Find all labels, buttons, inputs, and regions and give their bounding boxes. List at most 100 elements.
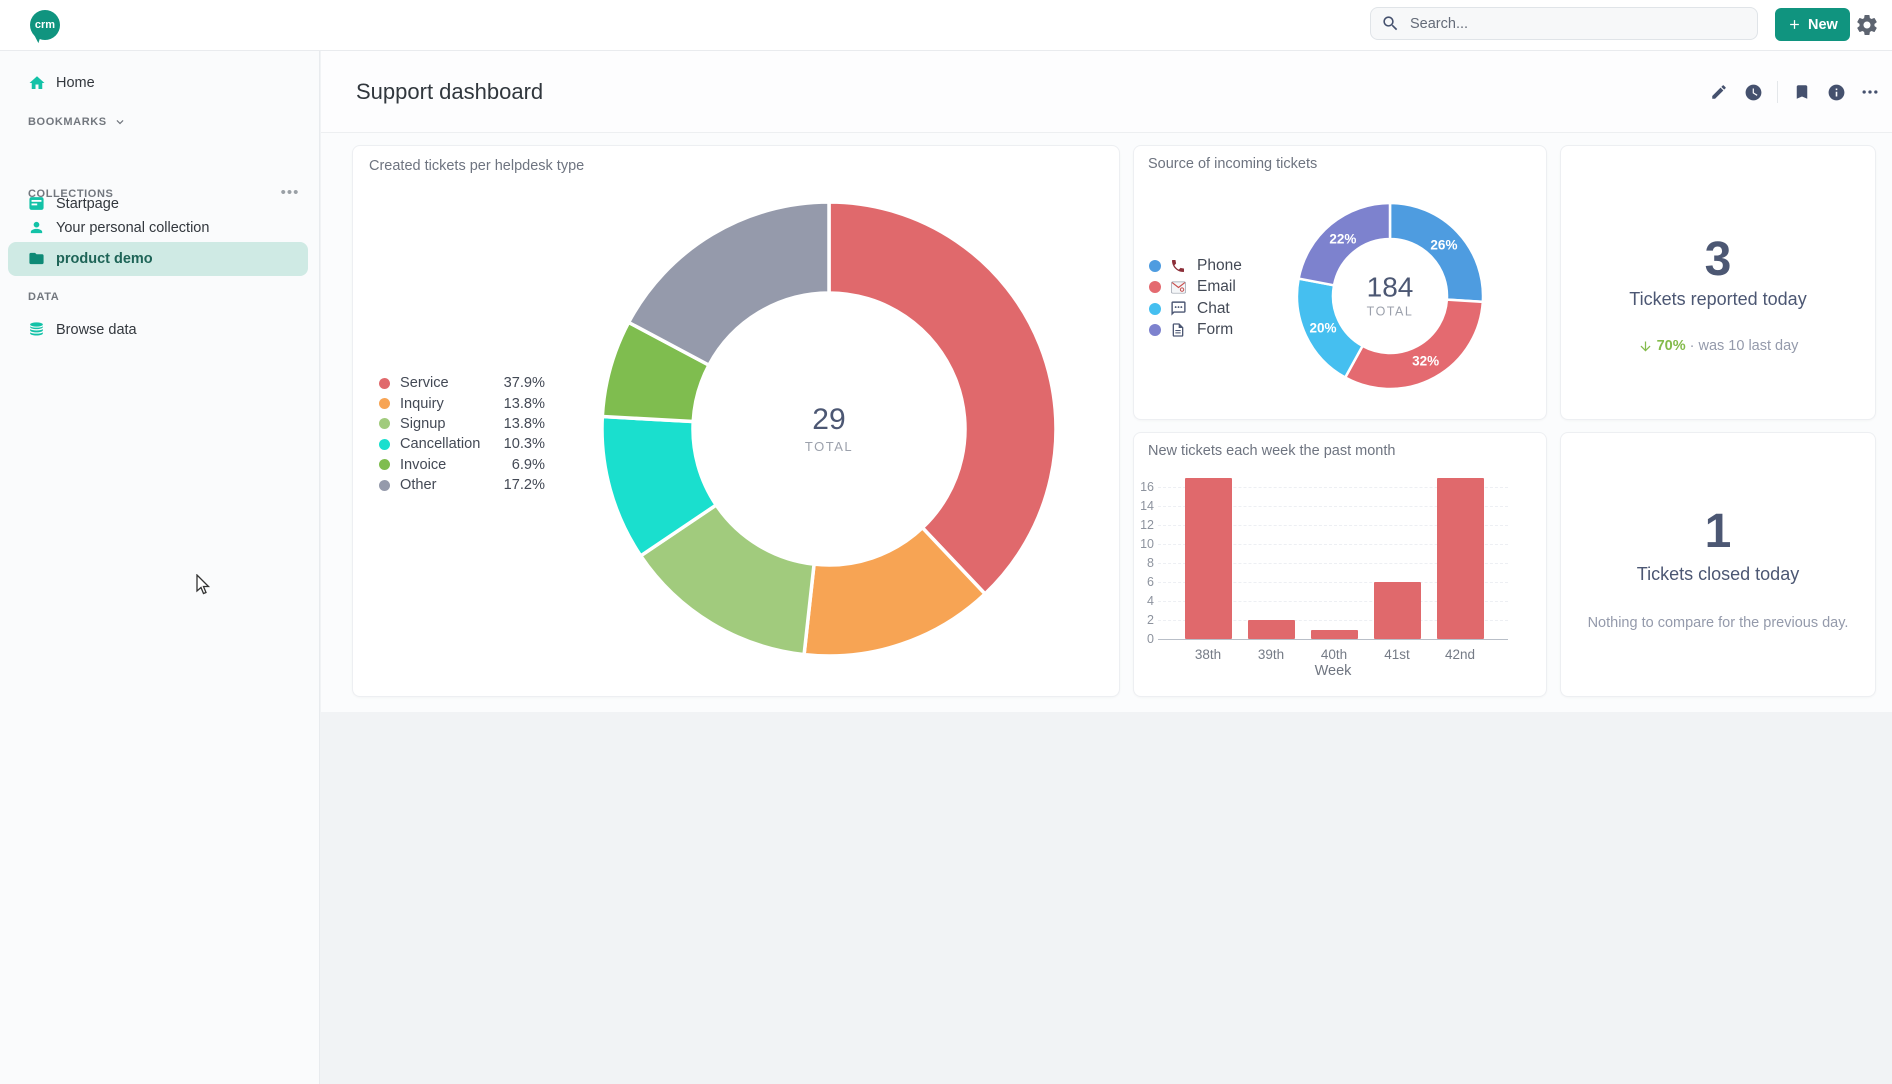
dashboard-actions	[1709, 51, 1880, 133]
card-tickets-closed-today[interactable]: 1 Tickets closed today Nothing to compar…	[1560, 432, 1876, 697]
reported-delta: 70% · was 10 last day	[1561, 338, 1875, 354]
legend-label: Invoice	[400, 456, 447, 473]
legend-value: 13.8%	[503, 395, 545, 412]
bookmark-button[interactable]	[1792, 82, 1812, 102]
sidebar-item-home[interactable]: Home	[8, 66, 308, 100]
card-tickets-reported-today[interactable]: 3 Tickets reported today 70% · was 10 la…	[1560, 145, 1876, 420]
helpdesk-legend: Service 37.9% Inquiry 13.8% Signup 13.8% Cance…	[379, 373, 545, 495]
y-axis-tick: 6	[1147, 575, 1154, 590]
gridline	[1158, 601, 1508, 603]
dashboard-header: Support dashboard	[321, 51, 1892, 133]
legend-item-service[interactable]: Service 37.9%	[379, 373, 545, 393]
sidebar-item-startpage[interactable]: Startpage	[8, 187, 308, 221]
legend-value: 37.9%	[503, 375, 545, 392]
app-logo[interactable]: crm	[30, 10, 60, 40]
legend-item-invoice[interactable]: Invoice 6.9%	[379, 455, 545, 475]
legend-label: Service	[400, 375, 449, 392]
section-title: DATA	[28, 291, 60, 303]
bar-38th[interactable]	[1184, 478, 1232, 639]
legend-dot	[1149, 281, 1161, 294]
total-label: TOTAL	[804, 439, 854, 454]
x-axis-tick: 40th	[1320, 647, 1348, 662]
x-axis-line	[1158, 639, 1508, 640]
y-axis-tick: 2	[1147, 613, 1154, 628]
chat-icon	[1170, 300, 1188, 317]
donut-segment-email[interactable]	[1343, 298, 1485, 391]
legend-item-cancellation[interactable]: Cancellation 10.3%	[379, 434, 545, 454]
edit-dashboard-button[interactable]	[1709, 82, 1729, 102]
donut-segment-service[interactable]	[827, 200, 1058, 597]
slice-percent-email: 32%	[1412, 353, 1440, 369]
legend-dot	[1149, 324, 1161, 337]
helpdesk-donut-chart	[600, 200, 1058, 658]
section-title: COLLECTIONS	[28, 188, 114, 200]
legend-item-inquiry[interactable]: Inquiry 13.8%	[379, 393, 545, 413]
total-label: TOTAL	[1366, 304, 1414, 319]
gear-icon	[1857, 15, 1877, 35]
donut-segment-other[interactable]	[626, 200, 831, 368]
form-icon	[1170, 322, 1188, 338]
bar-41st[interactable]	[1373, 582, 1421, 639]
slice-percent-chat: 20%	[1309, 320, 1337, 335]
x-axis-tick: 39th	[1257, 647, 1285, 662]
legend-dot	[379, 398, 390, 410]
more-options-button[interactable]	[1860, 82, 1880, 102]
pencil-icon	[1712, 85, 1726, 99]
sidebar-section-bookmarks[interactable]: BOOKMARKS	[28, 114, 127, 130]
sidebar-item-personal-collection[interactable]: Your personal collection	[8, 211, 308, 245]
legend-item-form[interactable]: Form	[1149, 320, 1242, 342]
bar-39th[interactable]	[1247, 620, 1295, 639]
legend-value: 10.3%	[503, 436, 545, 453]
gridline	[1158, 525, 1508, 527]
legend-item-signup[interactable]: Signup 13.8%	[379, 414, 545, 434]
card-title: Source of incoming tickets	[1148, 156, 1318, 172]
slice-percent-form: 22%	[1329, 231, 1357, 247]
phone-icon	[1170, 258, 1188, 274]
info-button[interactable]	[1826, 82, 1846, 102]
legend-value: 17.2%	[503, 477, 545, 494]
legend-dot	[1149, 259, 1161, 272]
legend-dot	[379, 438, 390, 450]
card-source-of-incoming-tickets[interactable]: Source of incoming tickets 184 TOTAL Pho…	[1133, 145, 1547, 420]
auto-refresh-button[interactable]	[1743, 82, 1763, 102]
legend-value: 13.8%	[503, 415, 545, 432]
card-created-tickets-per-helpdesk-type[interactable]: Created tickets per helpdesk type 29 TOT…	[352, 145, 1120, 697]
card-title: Created tickets per helpdesk type	[369, 158, 585, 174]
sidebar-item-browse-data[interactable]: Browse data	[8, 313, 308, 347]
y-axis-tick: 14	[1140, 499, 1154, 514]
legend-item-email[interactable]: Email	[1149, 277, 1242, 299]
legend-dot	[379, 479, 390, 491]
arrow-down-icon	[1640, 341, 1651, 351]
legend-dot	[1149, 302, 1161, 315]
search-input[interactable]	[1410, 15, 1747, 32]
donut-segment-form[interactable]	[1297, 201, 1392, 287]
legend-item-phone[interactable]: Phone	[1149, 255, 1242, 277]
collections-more-button[interactable]: •••	[280, 184, 300, 201]
sidebar: Home BOOKMARKS Startpage	[0, 51, 320, 1084]
bar-40th[interactable]	[1310, 629, 1358, 639]
y-axis-tick: 4	[1147, 594, 1154, 609]
x-axis-tick: 42nd	[1444, 647, 1476, 662]
gridline	[1158, 563, 1508, 565]
new-button-label: New	[1808, 16, 1838, 33]
home-icon	[28, 74, 46, 92]
app-logo-text: crm	[34, 19, 56, 31]
top-bar: crm New	[0, 0, 1892, 51]
gridline	[1158, 544, 1508, 546]
database-icon	[28, 321, 46, 339]
bar-42nd[interactable]	[1436, 478, 1484, 639]
folder-icon	[28, 250, 46, 268]
sidebar-item-product-demo[interactable]: product demo	[8, 242, 308, 276]
info-icon	[1828, 84, 1844, 100]
closed-value: 1	[1704, 505, 1732, 558]
new-button[interactable]: New	[1775, 8, 1850, 41]
plus-icon	[1790, 20, 1799, 29]
search-box[interactable]	[1370, 7, 1758, 40]
card-title: New tickets each week the past month	[1148, 443, 1396, 459]
card-new-tickets-each-week[interactable]: New tickets each week the past month Wee…	[1133, 432, 1547, 697]
legend-item-other[interactable]: Other 17.2%	[379, 475, 545, 495]
slice-percent-phone: 26%	[1430, 237, 1458, 253]
actions-divider	[1777, 81, 1778, 103]
legend-item-chat[interactable]: Chat	[1149, 298, 1242, 320]
settings-gear-button[interactable]	[1854, 13, 1880, 39]
